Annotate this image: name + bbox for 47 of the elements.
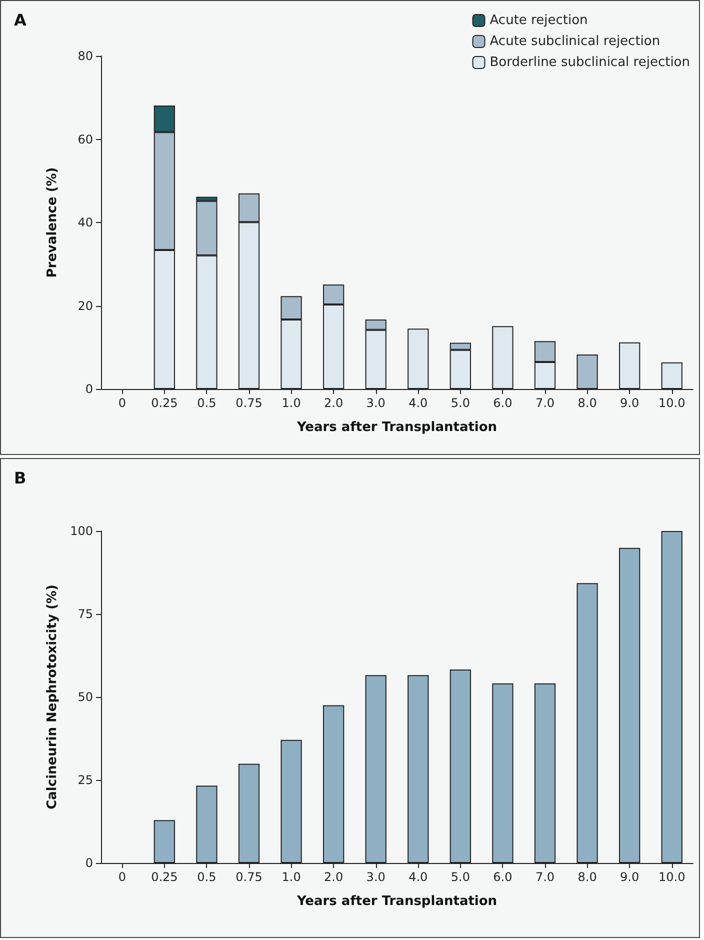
y-axis-title: Prevalence (%) xyxy=(45,167,60,278)
x-tick-label: 3.0 xyxy=(366,870,386,884)
chart-title: B xyxy=(14,468,26,488)
x-tick-label: 6.0 xyxy=(493,396,512,410)
legend-label: Acute subclinical rejection xyxy=(490,34,660,49)
y-tick-label: 0 xyxy=(85,382,93,396)
legend-label: Borderline subclinical rejection xyxy=(490,55,690,70)
y-axis-title: Calcineurin Nephrotoxicity (%) xyxy=(45,584,60,810)
y-tick-label: 75 xyxy=(78,607,93,621)
x-tick-label: 9.0 xyxy=(620,870,640,884)
y-tick-label: 60 xyxy=(78,132,93,146)
y-tick-label: 20 xyxy=(78,298,93,313)
x-tick-label: 0 xyxy=(118,396,126,410)
y-tick-label: 40 xyxy=(78,216,93,230)
legend-label: Acute rejection xyxy=(490,13,588,28)
y-tick-label: 25 xyxy=(78,773,93,787)
chart-title: A xyxy=(14,10,27,30)
y-tick-label: 0 xyxy=(85,856,93,870)
x-tick-label: 5.0 xyxy=(450,870,470,884)
y-tick-label: 50 xyxy=(78,690,93,704)
x-tick-label: 7.0 xyxy=(535,870,555,884)
x-tick-label: 6.0 xyxy=(493,870,512,884)
x-tick-label: 5.0 xyxy=(450,396,470,410)
x-tick-label: 4.0 xyxy=(408,870,428,884)
y-tick-label: 80 xyxy=(78,49,93,63)
x-tick-label: 0.75 xyxy=(236,396,262,410)
x-tick-label: 1.0 xyxy=(282,870,301,884)
x-tick-label: 8.0 xyxy=(578,396,597,410)
x-axis-title: Years after Transplantation xyxy=(296,894,498,909)
x-tick-label: 8.0 xyxy=(578,870,597,884)
x-tick-label: 0.75 xyxy=(236,870,262,884)
x-tick-label: 10.0 xyxy=(658,870,686,884)
x-tick-label: 1.0 xyxy=(282,396,301,410)
x-tick-label: 0.5 xyxy=(197,396,216,410)
x-tick-label: 3.0 xyxy=(366,396,386,410)
x-tick-label: 0.25 xyxy=(151,396,178,410)
x-tick-label: 2.0 xyxy=(324,396,344,410)
x-tick-label: 0 xyxy=(118,870,126,884)
x-tick-label: 4.0 xyxy=(408,396,428,410)
x-axis-title: Years after Transplantation xyxy=(296,420,498,435)
x-tick-label: 2.0 xyxy=(324,870,344,884)
x-tick-label: 0.25 xyxy=(151,870,178,884)
x-tick-label: 9.0 xyxy=(620,396,640,410)
x-tick-label: 10.0 xyxy=(658,396,686,410)
y-tick-label: 100 xyxy=(70,524,93,538)
x-tick-label: 0.5 xyxy=(197,870,216,884)
x-tick-label: 7.0 xyxy=(535,396,555,410)
